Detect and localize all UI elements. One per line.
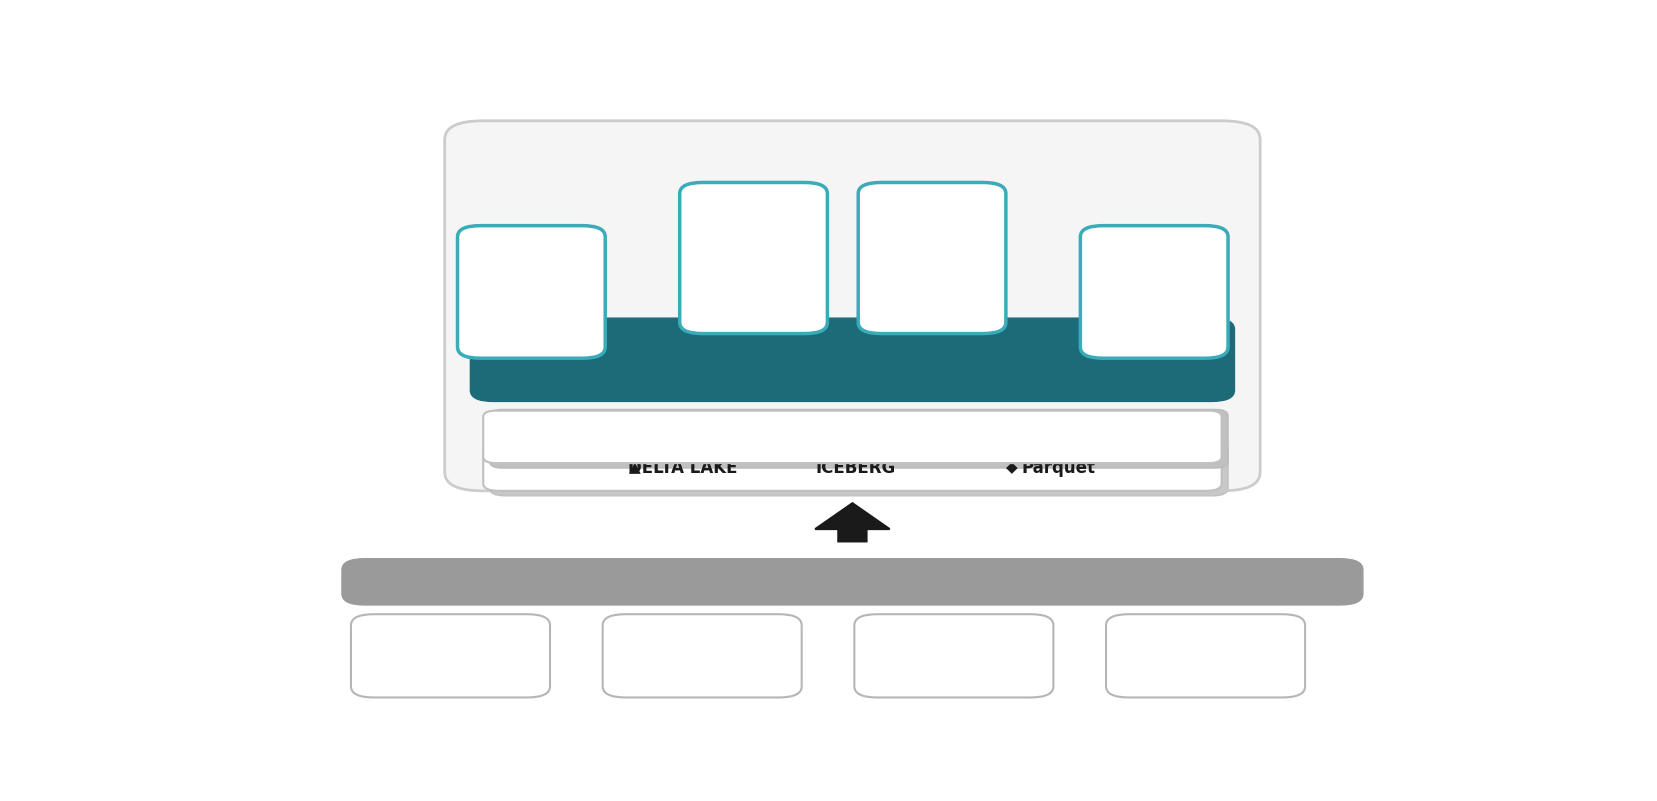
FancyBboxPatch shape (679, 272, 827, 333)
Text: DELTA LAKE: DELTA LAKE (628, 459, 737, 477)
Text: Databricks
SQL: Databricks SQL (706, 203, 802, 244)
FancyBboxPatch shape (484, 445, 1221, 491)
Text: Monitoring: Monitoring (1150, 646, 1261, 666)
Text: AI/BI: AI/BI (1133, 252, 1175, 271)
FancyBboxPatch shape (341, 559, 1362, 605)
FancyBboxPatch shape (457, 226, 605, 358)
Text: ✷: ✷ (520, 304, 543, 332)
Text: Unity Catalog: Unity Catalog (799, 427, 969, 447)
Text: Mosaic
AI: Mosaic AI (500, 240, 562, 282)
Text: ICEBERG: ICEBERG (815, 459, 896, 477)
FancyBboxPatch shape (858, 272, 1006, 333)
FancyBboxPatch shape (351, 614, 550, 698)
FancyBboxPatch shape (679, 183, 827, 333)
Polygon shape (815, 503, 890, 541)
FancyBboxPatch shape (1080, 226, 1228, 358)
FancyBboxPatch shape (1107, 614, 1306, 698)
Text: Workflows/
DLT: Workflows/ DLT (883, 203, 981, 244)
FancyBboxPatch shape (444, 121, 1261, 491)
FancyBboxPatch shape (603, 614, 802, 698)
FancyBboxPatch shape (855, 614, 1054, 698)
FancyBboxPatch shape (484, 411, 1221, 463)
Text: Parquet: Parquet (1021, 459, 1095, 477)
Text: Operational Excellence: Operational Excellence (684, 568, 1021, 596)
FancyBboxPatch shape (490, 444, 1228, 496)
Text: ■: ■ (1142, 304, 1167, 332)
Text: Lakehouse: Lakehouse (736, 348, 969, 385)
Text: Manage
Capacity: Manage Capacity (908, 632, 999, 680)
Text: Automation: Automation (641, 646, 762, 666)
Text: ◆: ◆ (1006, 461, 1017, 475)
FancyBboxPatch shape (490, 409, 1228, 468)
Text: ▦: ▦ (920, 274, 944, 302)
FancyBboxPatch shape (858, 183, 1006, 333)
Text: ⌘: ⌘ (805, 427, 827, 447)
Text: ▲: ▲ (630, 461, 641, 475)
Text: ◔: ◔ (741, 274, 766, 302)
Text: Optimize
Processes: Optimize Processes (399, 632, 502, 680)
FancyBboxPatch shape (471, 318, 1234, 401)
